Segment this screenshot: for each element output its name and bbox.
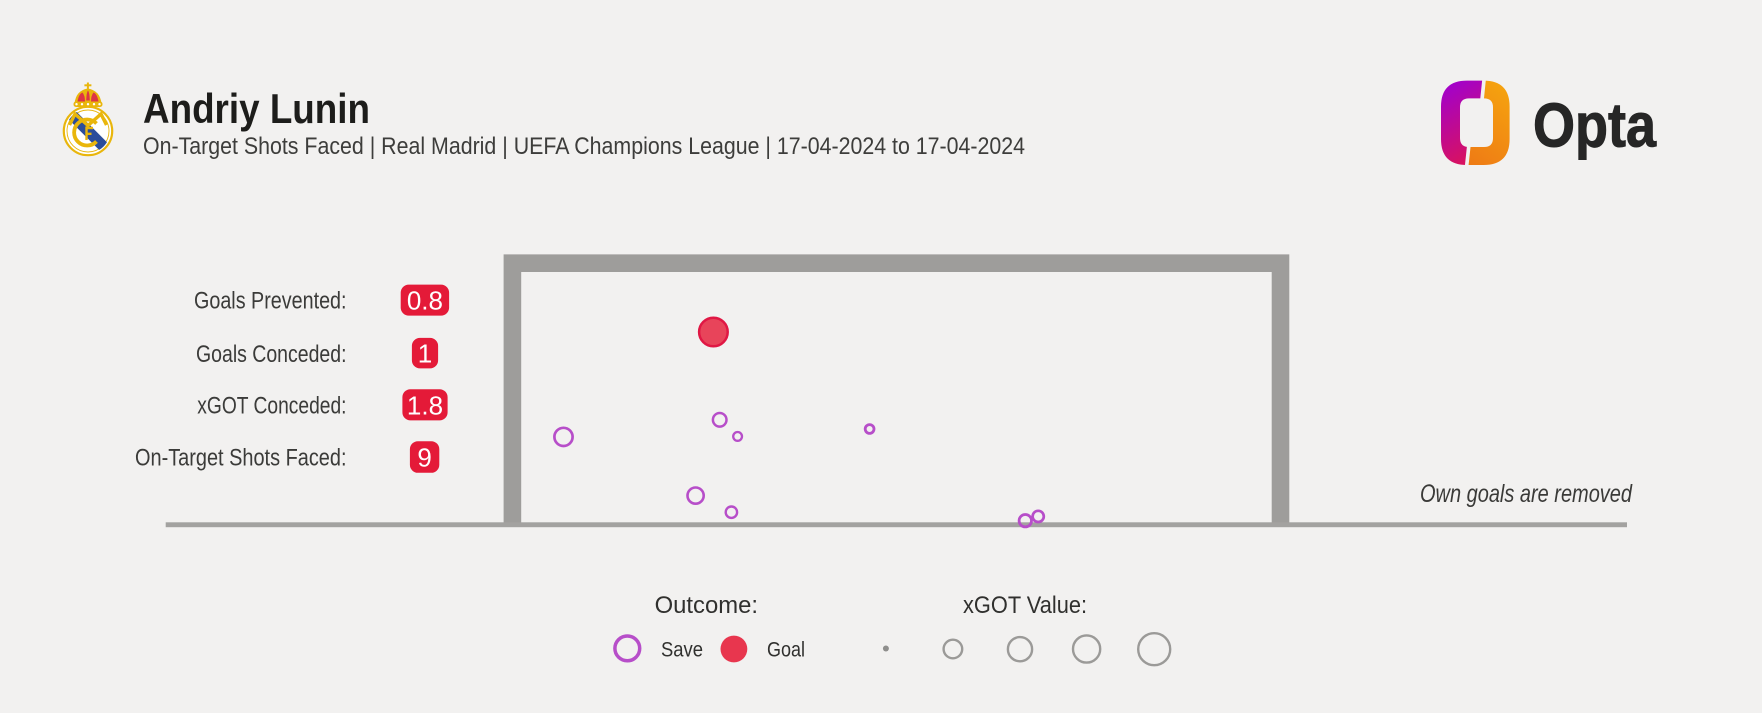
svg-text:9: 9 bbox=[417, 443, 431, 473]
svg-text:Outcome:: Outcome: bbox=[655, 592, 758, 619]
svg-text:1: 1 bbox=[418, 339, 432, 369]
svg-text:Own goals are removed: Own goals are removed bbox=[1420, 480, 1633, 508]
svg-text:Goals Prevented:: Goals Prevented: bbox=[194, 288, 347, 315]
svg-text:1.8: 1.8 bbox=[407, 390, 443, 420]
svg-text:On-Target Shots Faced | Real M: On-Target Shots Faced | Real Madrid | UE… bbox=[143, 133, 1025, 160]
svg-text:Opta: Opta bbox=[1533, 92, 1656, 161]
svg-text:xGOT Conceded:: xGOT Conceded: bbox=[197, 393, 346, 420]
svg-text:xGOT Value:: xGOT Value: bbox=[963, 592, 1087, 619]
svg-text:Andriy Lunin: Andriy Lunin bbox=[143, 85, 370, 132]
svg-text:Goal: Goal bbox=[767, 639, 805, 662]
svg-text:Goals Conceded:: Goals Conceded: bbox=[196, 341, 347, 368]
svg-text:On-Target Shots Faced:: On-Target Shots Faced: bbox=[135, 445, 347, 472]
svg-text:Save: Save bbox=[661, 639, 703, 662]
svg-text:0.8: 0.8 bbox=[407, 286, 443, 316]
